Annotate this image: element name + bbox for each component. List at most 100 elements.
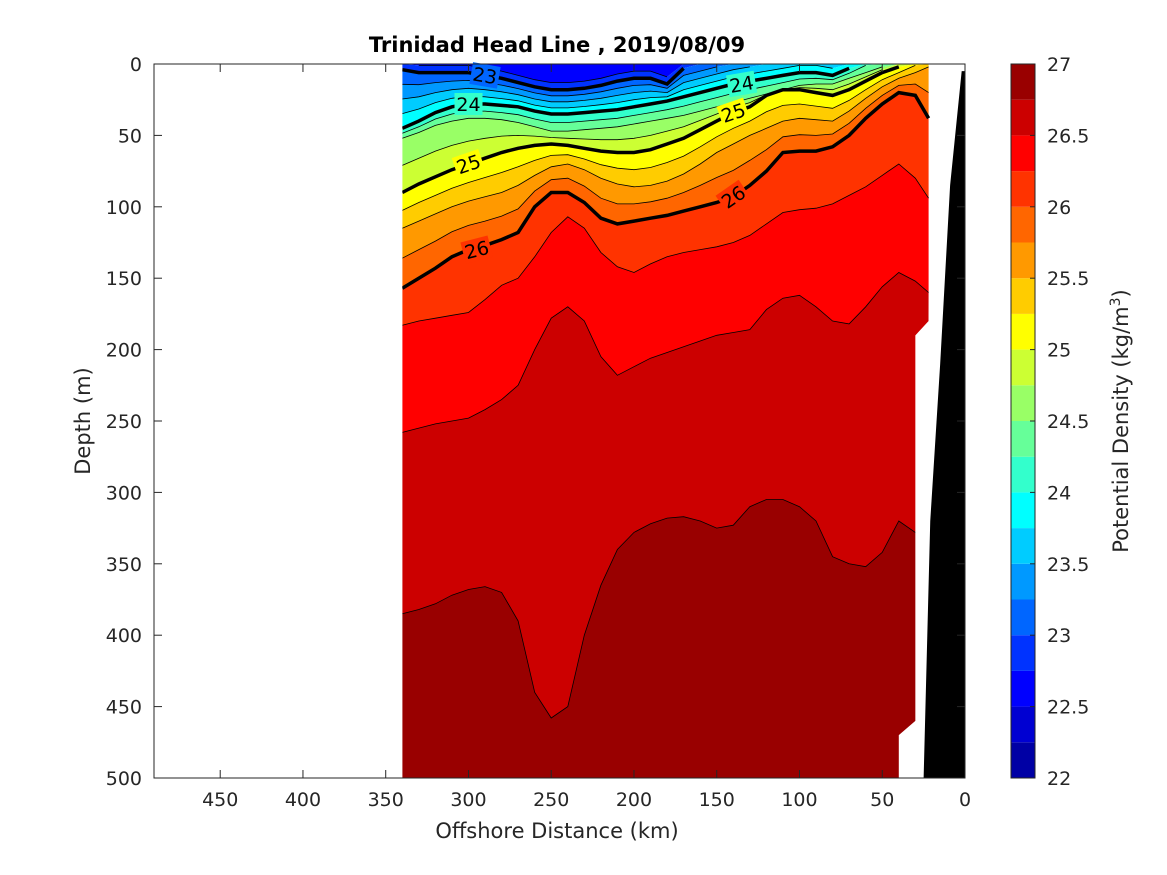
colorbar-swatch	[1011, 670, 1035, 707]
y-tick-label: 500	[106, 768, 142, 790]
contour-label: 24	[456, 94, 480, 116]
colorbar-tick-label: 25	[1047, 340, 1071, 362]
density-band	[402, 164, 929, 433]
isopycnal-line	[402, 65, 916, 211]
x-tick-label: 100	[781, 789, 817, 811]
x-tick-label: 400	[285, 789, 321, 811]
density-band	[402, 64, 929, 229]
density-band	[402, 272, 929, 718]
axes: 450 400 350 300 250 200 150 100 50 00501001502002…	[106, 54, 971, 811]
y-tick-label: 200	[106, 340, 142, 362]
y-tick-label: 150	[106, 268, 142, 290]
isopycnal-line	[402, 69, 883, 166]
colorbar-swatch	[1011, 492, 1035, 529]
contour-label-bg	[716, 97, 751, 128]
contour-label-group: 24	[725, 70, 758, 98]
colorbar-label-main: Potential Density (kg/m	[1109, 306, 1133, 552]
colorbar-swatch	[1011, 171, 1035, 207]
y-tick-label: 450	[106, 697, 142, 719]
x-tick-label: 250	[533, 789, 569, 811]
continental-shelf-bathymetry	[923, 71, 965, 778]
colorbar: 27 26.5 26 25.5 25 24.5 24 23.5 23 22.5 22	[1010, 54, 1089, 790]
colorbar-swatch	[1011, 456, 1035, 493]
isopycnal-line	[402, 66, 750, 103]
isopycnal-major-line	[401, 65, 900, 195]
colorbar-tick-label: 23.5	[1047, 554, 1089, 576]
contour-label-bg	[451, 149, 486, 179]
contour-label-bg	[469, 62, 501, 89]
colorbar-swatch	[1011, 349, 1035, 386]
density-band	[402, 92, 929, 326]
colorbar-tick-label: 22	[1047, 768, 1071, 790]
colorbar-swatch	[1011, 313, 1035, 350]
density-band	[402, 64, 929, 114]
isopycnal-line	[402, 272, 929, 433]
colorbar-label-superscript: 3	[1108, 297, 1124, 306]
colorbar-swatch	[1011, 135, 1035, 172]
colorbar-tick-label: 27	[1047, 54, 1071, 76]
y-tick-label: 400	[106, 625, 142, 647]
colorbar-tick-label: 24	[1047, 482, 1071, 504]
colorbar-tick-label: 25.5	[1047, 268, 1089, 290]
x-axis-label: Offshore Distance (km)	[435, 819, 678, 843]
colorbar-swatch	[1011, 64, 1035, 100]
isopycnal-line	[402, 163, 929, 326]
continental-shelf-mask	[154, 64, 965, 778]
colorbar-swatch	[1011, 635, 1035, 671]
y-tick-label: 250	[106, 411, 142, 433]
density-band	[402, 64, 929, 90]
colorbar-label: Potential Density (kg/m3)	[1108, 289, 1133, 553]
x-tick-label: 150	[699, 789, 735, 811]
contour-label: 23	[471, 63, 499, 89]
colorbar-swatch	[1011, 99, 1035, 136]
colorbar-tick-label: 24.5	[1047, 411, 1089, 433]
colorbar-tick-label: 26.5	[1047, 125, 1089, 147]
contour-label: 24	[728, 72, 756, 98]
density-band	[402, 64, 929, 134]
density-band	[402, 64, 929, 139]
colorbar-swatch	[1011, 278, 1035, 314]
isopycnal-line	[402, 66, 929, 229]
colorbar-label-end: )	[1109, 289, 1133, 297]
y-tick-label: 300	[106, 482, 142, 504]
colorbar-tick-label: 22.5	[1047, 697, 1089, 719]
colorbar-tick-label: 23	[1047, 625, 1071, 647]
colorbar-swatch	[1011, 528, 1035, 564]
x-tick-label: 50	[870, 789, 894, 811]
isopycnal-major-line	[401, 90, 931, 290]
y-tick-label: 0	[130, 54, 142, 76]
isopycnal-line	[418, 65, 668, 83]
isopycnal-line	[402, 499, 929, 719]
density-band	[402, 64, 929, 211]
isopycnal-major-line	[401, 67, 685, 92]
density-contour-fills	[402, 64, 929, 778]
density-band	[402, 499, 929, 778]
contour-label-bg	[725, 70, 758, 98]
chart-title: Trinidad Head Line , 2019/08/09	[369, 33, 745, 57]
colorbar-swatch	[1011, 421, 1035, 457]
y-axis-label: Depth (m)	[71, 367, 95, 474]
y-tick-label: 350	[106, 554, 142, 576]
density-band	[402, 64, 929, 83]
colorbar-swatch	[1011, 742, 1035, 778]
colorbar-swatch	[1011, 385, 1035, 421]
isopycnal-line	[402, 83, 929, 259]
x-tick-label: 450	[202, 789, 238, 811]
colorbar-swatch	[1011, 242, 1035, 279]
colorbar-swatch	[1011, 206, 1035, 243]
contour-label-bg	[454, 93, 483, 115]
x-tick-label: 300	[450, 789, 486, 811]
x-tick-label: 200	[616, 789, 652, 811]
colorbar-swatch	[1011, 706, 1035, 743]
colorbar-swatch	[1011, 563, 1035, 600]
no-data-region	[154, 64, 403, 778]
colorbar-swatch	[1011, 599, 1035, 636]
x-tick-label: 350	[368, 789, 404, 811]
isopycnal-line	[402, 66, 717, 97]
contour-label-group: 24	[454, 93, 483, 116]
contour-label-bg	[715, 179, 752, 214]
contour-label-group: 23	[469, 62, 501, 89]
contour-label-bg	[460, 235, 494, 264]
